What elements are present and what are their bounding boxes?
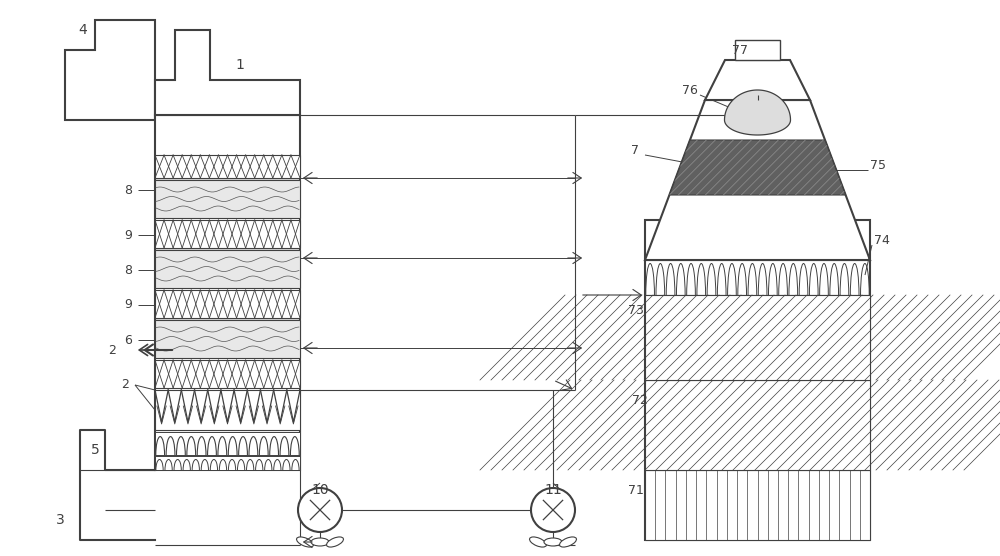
Text: 9: 9 bbox=[124, 229, 132, 241]
Text: 8: 8 bbox=[124, 264, 132, 276]
Text: 8: 8 bbox=[124, 183, 132, 196]
Text: 9: 9 bbox=[124, 299, 132, 311]
Bar bbox=[155, 180, 300, 218]
Bar bbox=[645, 295, 870, 380]
Polygon shape bbox=[669, 140, 846, 195]
Bar bbox=[155, 360, 300, 388]
Bar bbox=[735, 40, 780, 60]
Bar bbox=[155, 456, 300, 470]
Text: 74: 74 bbox=[874, 234, 890, 246]
Text: 11: 11 bbox=[544, 483, 562, 497]
Text: 5: 5 bbox=[91, 443, 99, 457]
Ellipse shape bbox=[544, 538, 562, 546]
Text: 4: 4 bbox=[79, 23, 87, 37]
Bar bbox=[645, 295, 870, 380]
Text: 77: 77 bbox=[732, 43, 748, 57]
Bar bbox=[155, 432, 300, 455]
Text: 72: 72 bbox=[632, 394, 648, 406]
Polygon shape bbox=[155, 30, 300, 115]
Polygon shape bbox=[645, 100, 870, 260]
Bar bbox=[155, 155, 300, 178]
Bar bbox=[155, 320, 300, 358]
Bar bbox=[155, 290, 300, 318]
Text: 2: 2 bbox=[108, 344, 116, 356]
Circle shape bbox=[531, 488, 575, 532]
Polygon shape bbox=[724, 90, 790, 135]
Text: 73: 73 bbox=[628, 304, 644, 316]
Bar bbox=[155, 250, 300, 288]
Text: 2: 2 bbox=[121, 379, 129, 391]
Bar bbox=[155, 115, 300, 470]
Text: 7: 7 bbox=[631, 143, 639, 156]
Ellipse shape bbox=[311, 538, 329, 546]
Text: 6: 6 bbox=[124, 334, 132, 346]
Text: 71: 71 bbox=[628, 484, 644, 497]
Bar bbox=[645, 380, 870, 470]
Bar bbox=[645, 380, 870, 470]
Polygon shape bbox=[669, 140, 846, 195]
Text: 75: 75 bbox=[870, 158, 886, 171]
Polygon shape bbox=[65, 20, 155, 120]
Circle shape bbox=[298, 488, 342, 532]
Text: 1: 1 bbox=[236, 58, 244, 72]
Bar bbox=[645, 220, 870, 540]
Polygon shape bbox=[705, 60, 810, 100]
Ellipse shape bbox=[297, 537, 313, 547]
Ellipse shape bbox=[327, 537, 343, 547]
Bar bbox=[645, 470, 870, 540]
Text: 76: 76 bbox=[682, 83, 698, 97]
Text: 10: 10 bbox=[311, 483, 329, 497]
Ellipse shape bbox=[530, 537, 546, 547]
Text: 3: 3 bbox=[56, 513, 64, 527]
Ellipse shape bbox=[560, 537, 576, 547]
Bar bbox=[155, 390, 300, 430]
Bar bbox=[155, 220, 300, 248]
